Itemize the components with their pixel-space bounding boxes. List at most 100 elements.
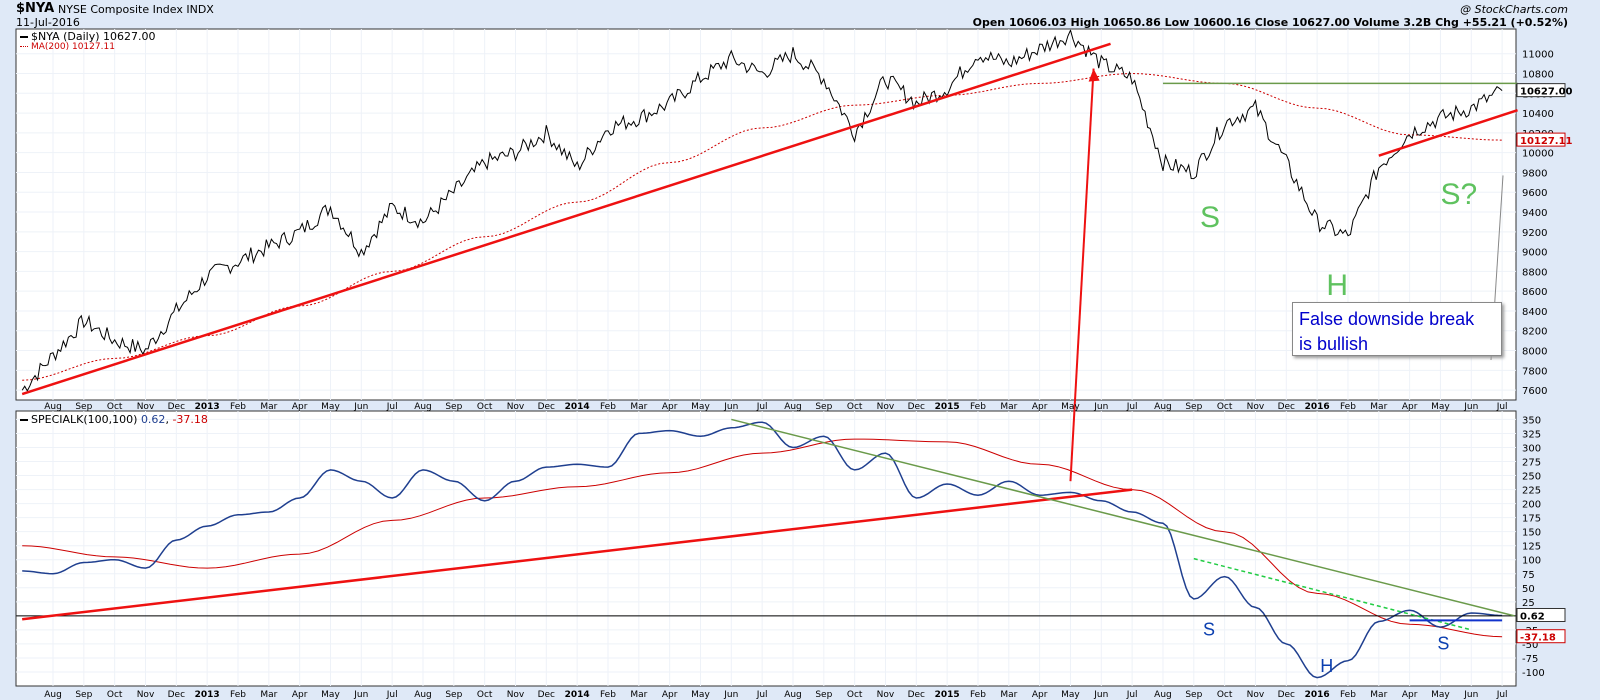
callout-line-1: False downside break xyxy=(1299,309,1475,329)
osc-xtick-12: Aug xyxy=(414,690,432,700)
osc-ytick-15: 275 xyxy=(1522,458,1541,469)
osc-downtrend-green xyxy=(731,418,1515,617)
osc-xtick-23: Jul xyxy=(756,690,768,700)
osc-xtick-19: Mar xyxy=(630,690,647,700)
osc-signal-tag-box xyxy=(1516,629,1566,644)
osc-dashed-trend xyxy=(1193,557,1472,631)
price-ytick-2: 8000 xyxy=(1522,347,1547,358)
osc-annot-left-shoulder: S xyxy=(1203,619,1215,639)
price-xtick-21: May xyxy=(691,402,710,412)
osc-ytick-6: 50 xyxy=(1522,584,1535,595)
osc-xtick-35: Jul xyxy=(1126,690,1138,700)
arrow-shaft xyxy=(1069,68,1095,482)
osc-xtick-36: Aug xyxy=(1154,690,1172,700)
price-legend-swatch xyxy=(20,36,28,38)
osc-xtick-1: Sep xyxy=(75,690,92,700)
price-ytick-5: 8600 xyxy=(1522,287,1547,298)
osc-ytick-2: -50 xyxy=(1522,640,1538,651)
osc-ytick-12: 200 xyxy=(1522,500,1541,511)
osc-xtick-46: Jun xyxy=(1463,690,1478,700)
osc-ytick-16: 300 xyxy=(1522,443,1541,454)
annot-head: H xyxy=(1326,269,1348,302)
osc-xtick-14: Oct xyxy=(477,690,493,700)
price-xtick-31: Mar xyxy=(1000,402,1017,412)
annot-left-shoulder: S xyxy=(1200,201,1220,234)
chart-date-label: 11-Jul-2016 xyxy=(16,16,80,29)
osc-xtick-34: Jun xyxy=(1093,690,1108,700)
arrow-head xyxy=(1088,68,1100,82)
osc-ytick-11: 175 xyxy=(1522,514,1541,525)
price-xtick-47: Jul xyxy=(1496,402,1508,412)
nya-price-line xyxy=(21,28,1503,392)
ma-legend-swatch xyxy=(20,46,28,47)
osc-xtick-10: Jun xyxy=(353,690,368,700)
false-break-callout: False downside break is bullish xyxy=(1292,302,1502,356)
osc-xtick-7: Mar xyxy=(260,690,277,700)
osc-xtick-37: Sep xyxy=(1185,690,1202,700)
osc-xtick-16: Dec xyxy=(538,690,555,700)
ohlc-readout: Open 10606.03 High 10650.86 Low 10600.16… xyxy=(972,16,1568,29)
price-xtick-10: Jun xyxy=(353,402,368,412)
price-xtick-44: Apr xyxy=(1402,402,1418,412)
price-xtick-25: Sep xyxy=(815,402,832,412)
symbol-label: $NYA xyxy=(16,1,55,16)
osc-xtick-24: Aug xyxy=(784,690,802,700)
annot-right-shoulder: S? xyxy=(1440,178,1477,211)
price-xtick-45: May xyxy=(1431,402,1450,412)
price-ytick-7: 9000 xyxy=(1522,248,1547,259)
price-xtick-34: Jun xyxy=(1093,402,1108,412)
osc-xtick-17: 2014 xyxy=(565,690,590,700)
osc-xtick-11: Jul xyxy=(386,690,398,700)
osc-xtick-33: May xyxy=(1061,690,1080,700)
price-xtick-33: May xyxy=(1061,402,1080,412)
price-ytick-1: 7800 xyxy=(1522,366,1547,377)
osc-xtick-27: Nov xyxy=(877,690,895,700)
osc-legend-signal: -37.18 xyxy=(172,413,208,426)
price-xtick-41: 2016 xyxy=(1305,402,1330,412)
last-price-tag: 10627.00 xyxy=(1520,87,1573,98)
osc-signal-tag: -37.18 xyxy=(1520,633,1556,644)
osc-xtick-42: Feb xyxy=(1340,690,1356,700)
price-xtick-42: Feb xyxy=(1340,402,1356,412)
osc-xtick-18: Feb xyxy=(600,690,616,700)
price-xtick-30: Feb xyxy=(970,402,986,412)
price-long-uptrend xyxy=(21,42,1111,396)
osc-ytick-8: 100 xyxy=(1522,556,1541,567)
last-ma-tag-box xyxy=(1516,132,1566,147)
price-ytick-3: 8200 xyxy=(1522,327,1547,338)
ma-legend: MA(200) 10127.11 xyxy=(20,42,115,52)
osc-xtick-13: Sep xyxy=(445,690,462,700)
osc-xtick-41: 2016 xyxy=(1305,690,1330,700)
price-xtick-22: Jun xyxy=(723,402,738,412)
price-ytick-9: 9400 xyxy=(1522,208,1547,219)
price-ytick-4: 8400 xyxy=(1522,307,1547,318)
osc-xtick-39: Nov xyxy=(1247,690,1265,700)
last-ma-tag: 10127.11 xyxy=(1520,136,1573,147)
osc-ytick-14: 250 xyxy=(1522,472,1541,483)
price-ytick-17: 11000 xyxy=(1522,50,1554,61)
price-legend: $NYA (Daily) 10627.00 xyxy=(20,30,156,43)
price-ytick-10: 9600 xyxy=(1522,188,1547,199)
osc-ytick-5: 25 xyxy=(1522,598,1535,609)
price-xtick-32: Apr xyxy=(1032,402,1048,412)
price-xtick-43: Mar xyxy=(1370,402,1387,412)
osc-legend-value: 0.62 xyxy=(140,413,166,426)
price-neckline-red xyxy=(1378,108,1518,157)
price-xtick-20: Apr xyxy=(662,402,678,412)
osc-ytick-17: 325 xyxy=(1522,429,1541,440)
osc-uptrend-red xyxy=(22,488,1133,621)
signal-line xyxy=(22,438,1503,638)
price-xtick-29: 2015 xyxy=(935,402,960,412)
price-xtick-38: Oct xyxy=(1217,402,1233,412)
price-xtick-1: Sep xyxy=(75,402,92,412)
price-ytick-14: 10400 xyxy=(1522,109,1554,120)
price-xtick-13: Sep xyxy=(445,402,462,412)
last-price-tag-box xyxy=(1516,83,1566,98)
price-xtick-3: Nov xyxy=(137,402,155,412)
price-xtick-35: Jul xyxy=(1126,402,1138,412)
osc-xtick-4: Dec xyxy=(168,690,185,700)
osc-legend: SPECIALK(100,100) 0.62, -37.18 xyxy=(20,413,208,426)
osc-xtick-32: Apr xyxy=(1032,690,1048,700)
price-xtick-26: Oct xyxy=(847,402,863,412)
osc-last-tag: 0.62 xyxy=(1520,611,1545,622)
